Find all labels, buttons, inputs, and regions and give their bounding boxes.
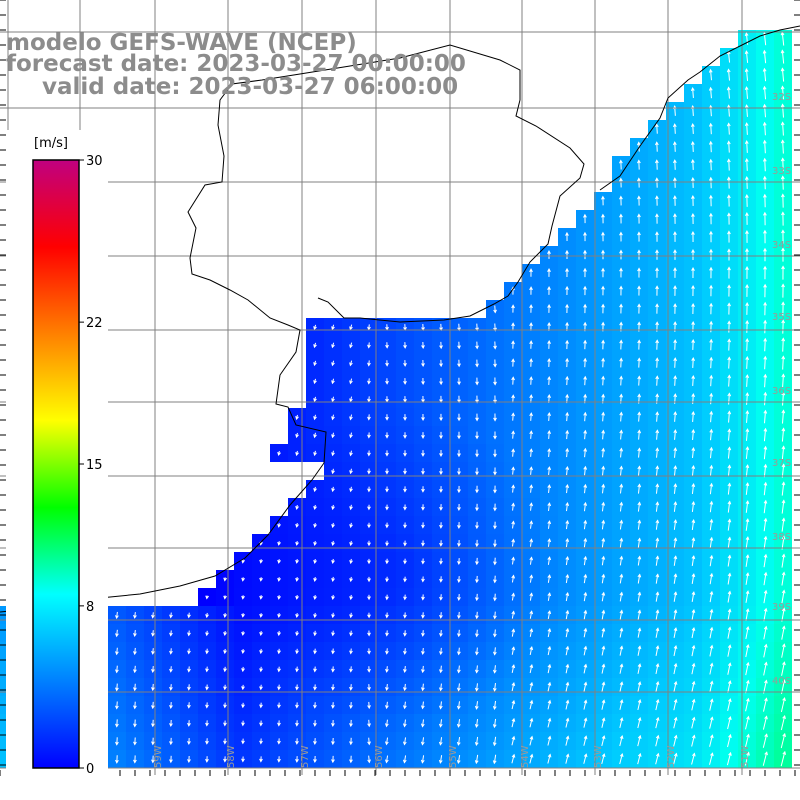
lon-label: 51W — [740, 745, 751, 768]
coastline — [0, 25, 800, 613]
colorbar-unit: [m/s] — [34, 136, 68, 151]
lon-label: 52W — [666, 745, 677, 768]
lat-label: 34S — [772, 240, 791, 251]
lon-label: 59W — [153, 745, 164, 768]
lat-label: 33S — [772, 166, 791, 177]
lat-label: 36S — [772, 386, 791, 397]
colorbar-tick-label: 8 — [86, 600, 94, 615]
colorbar-tick-label: 22 — [86, 316, 103, 331]
colorbar-tick-label: 0 — [86, 762, 94, 777]
lon-label: 56W — [374, 745, 385, 768]
colorbar-ticks: 30 22 15 8 0 — [79, 154, 103, 777]
lon-label: 57W — [300, 745, 311, 768]
forecast-date: forecast date: 2023-03-27 00:00:00 — [6, 51, 466, 77]
lat-label: 39S — [772, 602, 791, 613]
lat-lon-grid — [0, 0, 800, 776]
colorbar-tick-label: 30 — [86, 154, 103, 169]
colorbar-gradient — [32, 159, 80, 769]
colorbar-tick-label: 15 — [86, 458, 103, 473]
lat-label: 37S — [772, 458, 791, 469]
model-title: modelo GEFS-WAVE (NCEP) — [6, 30, 357, 56]
lon-label: 53W — [593, 745, 604, 768]
lat-label: 38S — [772, 532, 791, 543]
valid-date: valid date: 2023-03-27 06:00:00 — [42, 74, 459, 100]
lat-label: 40S — [772, 676, 791, 687]
lat-label: 35S — [772, 312, 791, 323]
lon-label: 55W — [448, 745, 459, 768]
colorbar: [m/s] 30 22 15 8 0 — [6, 130, 108, 778]
lat-label: 32S — [772, 92, 791, 103]
lon-label: 58W — [226, 745, 237, 768]
lon-label: 54W — [520, 745, 531, 768]
